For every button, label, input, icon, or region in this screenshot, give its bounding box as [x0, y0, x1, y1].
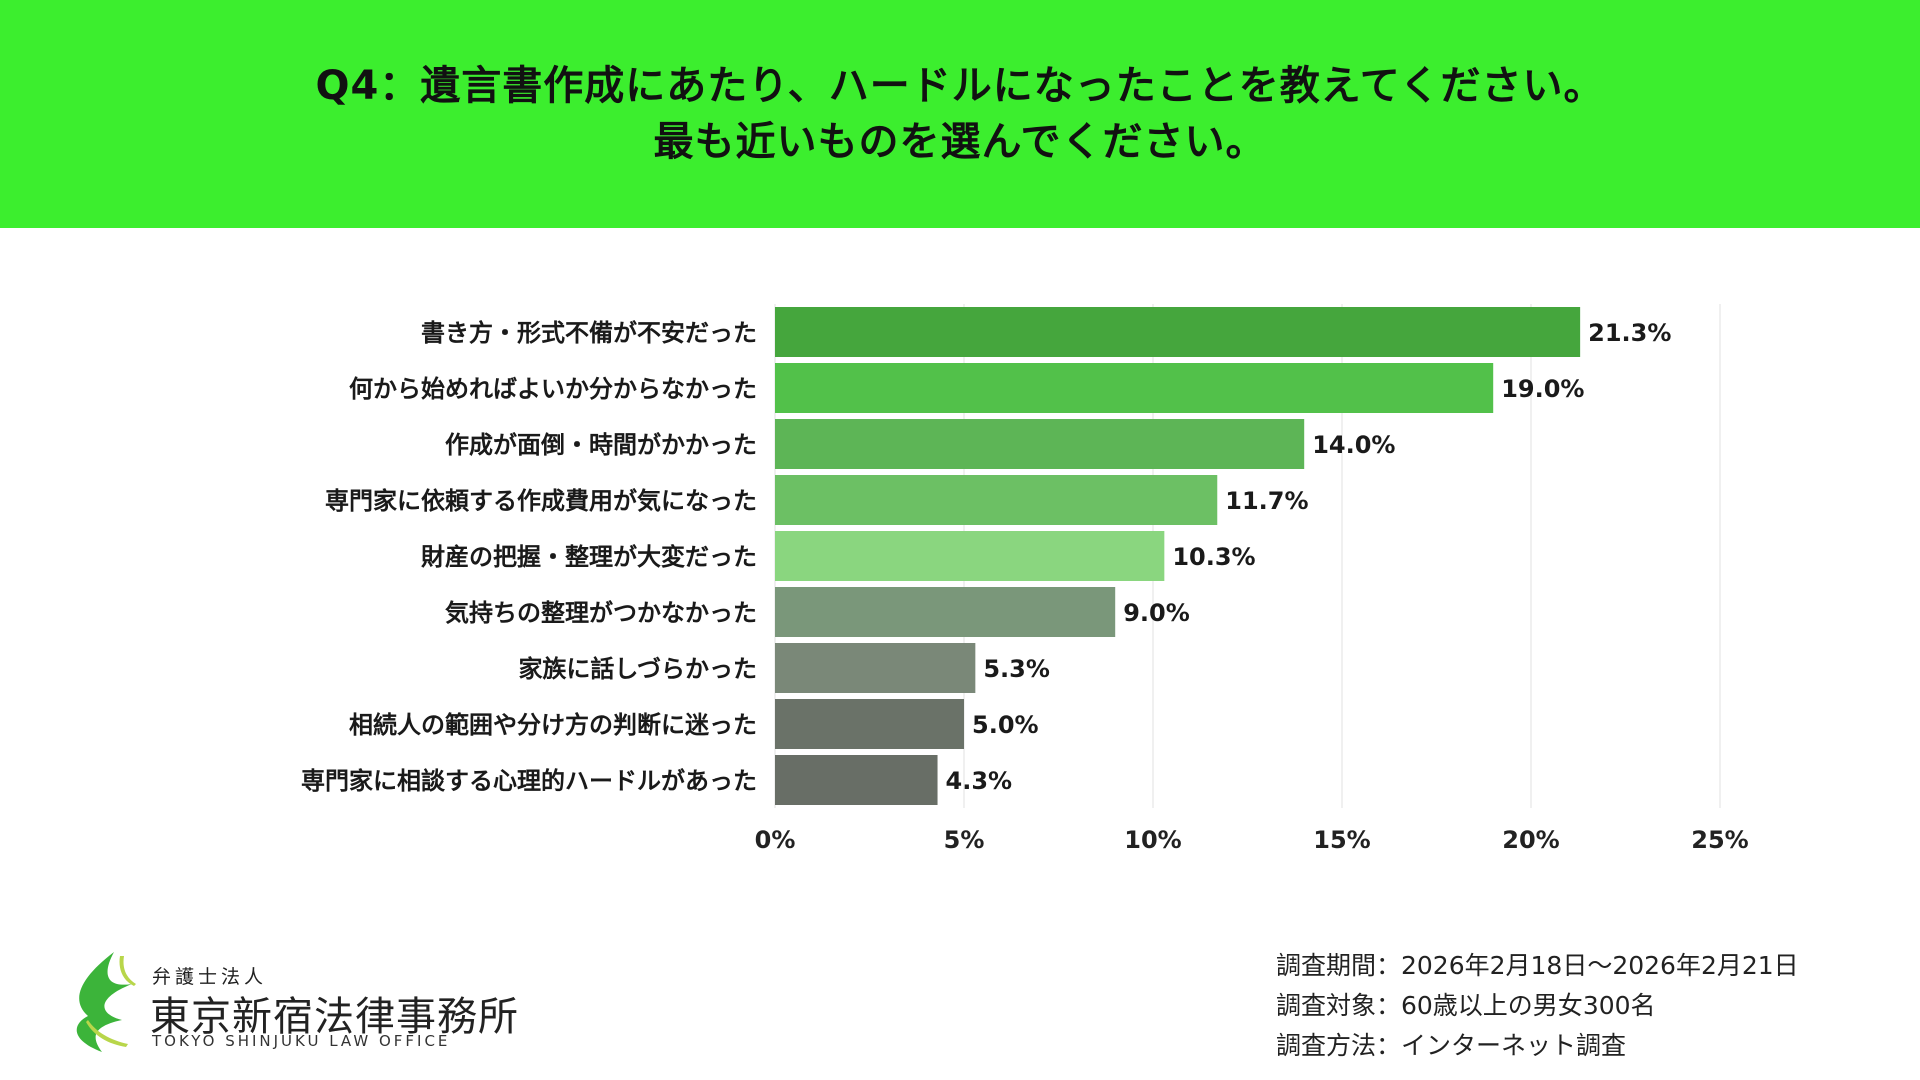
logo-emblem-icon: [76, 952, 136, 1052]
bar: [775, 755, 938, 805]
bar: [775, 699, 964, 749]
value-label: 14.0%: [1312, 431, 1395, 459]
value-label: 5.3%: [983, 655, 1050, 683]
value-label: 5.0%: [972, 711, 1039, 739]
logo-office-name: 東京新宿法律事務所: [150, 994, 519, 1040]
title-line-2: 最も近いものを選んでください。: [653, 119, 1267, 165]
bar: [775, 307, 1581, 357]
logo-english-name: TOKYO SHINJUKU LAW OFFICE: [152, 1032, 451, 1050]
value-label: 4.3%: [946, 767, 1013, 795]
survey-method: 調査方法：インターネット調査: [1276, 1031, 1627, 1060]
x-tick-label: 20%: [1502, 826, 1559, 854]
category-label: 気持ちの整理がつかなかった: [445, 599, 757, 627]
x-tick-label: 10%: [1124, 826, 1181, 854]
x-tick-label: 5%: [944, 826, 985, 854]
category-label: 作成が面倒・時間がかかった: [445, 431, 757, 459]
x-tick-label: 15%: [1313, 826, 1370, 854]
survey-period: 調査期間：2026年2月18日～2026年2月21日: [1276, 951, 1799, 980]
title-banner: Q4：遺言書作成にあたり、ハードルになったことを教えてください。 最も近いものを…: [0, 0, 1920, 228]
value-label: 10.3%: [1172, 543, 1255, 571]
bar: [775, 475, 1218, 525]
value-label: 9.0%: [1123, 599, 1190, 627]
x-tick-label: 25%: [1691, 826, 1748, 854]
bar: [775, 587, 1116, 637]
category-label: 家族に話しづらかった: [518, 655, 757, 683]
category-label: 専門家に相談する心理的ハードルがあった: [301, 767, 757, 795]
category-label: 相続人の範囲や分け方の判断に迷った: [349, 711, 757, 739]
bar: [775, 419, 1305, 469]
category-label: 何から始めればよいか分からなかった: [349, 375, 757, 403]
x-tick-label: 0%: [755, 826, 796, 854]
value-label: 11.7%: [1225, 487, 1308, 515]
value-label: 19.0%: [1501, 375, 1584, 403]
bar: [775, 363, 1494, 413]
law-office-logo: 弁護士法人 東京新宿法律事務所 TOKYO SHINJUKU LAW OFFIC…: [62, 948, 532, 1058]
bar: [775, 643, 976, 693]
bar: [775, 531, 1165, 581]
value-label: 21.3%: [1588, 319, 1671, 347]
logo-corporation-type: 弁護士法人: [152, 966, 268, 988]
bar-chart: 0% 5% 10% 15% 20% 25% 書き方・形式不備が不安だった 21.3% 何から始め…: [301, 304, 1749, 854]
category-label: 専門家に依頼する作成費用が気になった: [325, 487, 757, 515]
title-line-1: Q4：遺言書作成にあたり、ハードルになったことを教えてください。: [315, 63, 1605, 109]
category-label: 財産の把握・整理が大変だった: [421, 543, 757, 571]
survey-target: 調査対象：60歳以上の男女300名: [1276, 991, 1656, 1020]
category-label: 書き方・形式不備が不安だった: [421, 319, 757, 347]
survey-info: 調査期間：2026年2月18日～2026年2月21日 調査対象：60歳以上の男女…: [1276, 946, 1799, 1066]
